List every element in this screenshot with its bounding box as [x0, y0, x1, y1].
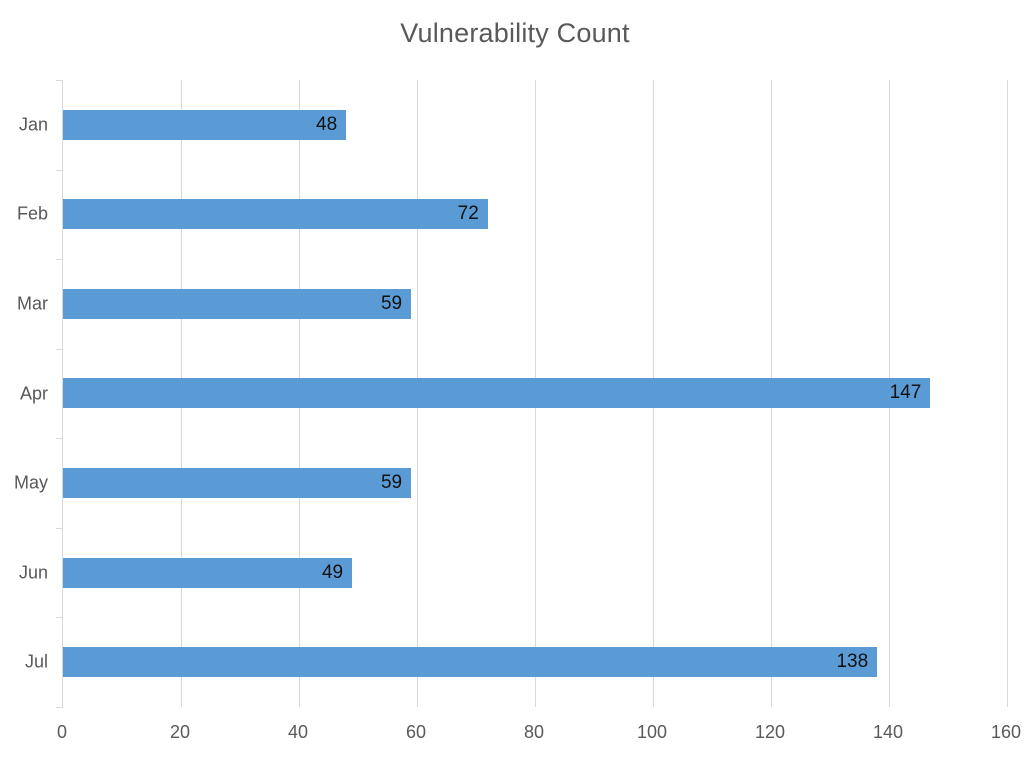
- bar-row: 49: [63, 528, 1006, 618]
- y-axis-tick-mark: [56, 349, 63, 350]
- bar-mar: 59: [63, 288, 412, 319]
- data-label-jun: 49: [321, 561, 344, 583]
- x-tick-label-160: 160: [990, 722, 1022, 742]
- gridline: [1007, 80, 1008, 707]
- data-label-mar: 59: [380, 292, 403, 314]
- data-label-may: 59: [380, 472, 403, 494]
- category-label-apr: Apr: [19, 383, 48, 403]
- x-tick-label-140: 140: [872, 722, 904, 742]
- y-axis-tick-mark: [56, 259, 63, 260]
- chart-title: Vulnerability Count: [400, 18, 630, 48]
- x-tick-label-120: 120: [754, 722, 786, 742]
- data-label-feb: 72: [457, 203, 479, 225]
- data-label-jan: 48: [316, 113, 338, 135]
- y-axis-tick-mark: [56, 707, 63, 708]
- data-label-jul: 138: [836, 651, 869, 673]
- x-tick-label-80: 80: [523, 722, 545, 742]
- bar-row: 147: [63, 349, 1006, 439]
- plot-area: 48 72 59 147 59 49 138: [56, 80, 1008, 708]
- y-axis-tick-mark: [56, 170, 63, 171]
- y-axis-category-labels: Jan Feb Mar Apr May Jun Jul: [0, 80, 48, 707]
- bar-row: 59: [63, 438, 1006, 528]
- category-label-jul: Jul: [24, 651, 48, 672]
- bar-apr: 147: [63, 378, 931, 409]
- y-axis-tick-mark: [56, 80, 63, 81]
- bar-jul: 138: [63, 647, 878, 678]
- category-label-jun: Jun: [18, 562, 48, 583]
- y-axis-tick-mark: [56, 617, 63, 618]
- bar-may: 59: [63, 468, 412, 499]
- x-tick-label-20: 20: [169, 722, 191, 742]
- category-label-jan: Jan: [18, 114, 48, 135]
- data-label-apr: 147: [889, 382, 922, 404]
- y-axis-tick-mark: [56, 438, 63, 439]
- bar-jun: 49: [63, 557, 353, 588]
- bar-row: 138: [63, 617, 1006, 707]
- x-tick-label-0: 0: [56, 722, 68, 742]
- y-axis-tick-mark: [56, 528, 63, 529]
- x-tick-label-60: 60: [405, 722, 427, 742]
- bar-jan: 48: [63, 109, 347, 140]
- category-label-may: May: [13, 472, 48, 493]
- bar-row: 48: [63, 80, 1006, 170]
- bar-feb: 72: [63, 199, 488, 230]
- bar-row: 59: [63, 259, 1006, 349]
- category-label-feb: Feb: [16, 203, 48, 224]
- x-tick-label-100: 100: [636, 722, 668, 742]
- category-label-mar: Mar: [17, 293, 48, 314]
- bar-row: 72: [63, 170, 1006, 260]
- x-axis-tick-labels: 0 20 40 60 80 100 120 140 160: [57, 722, 1021, 748]
- x-tick-label-40: 40: [287, 722, 309, 742]
